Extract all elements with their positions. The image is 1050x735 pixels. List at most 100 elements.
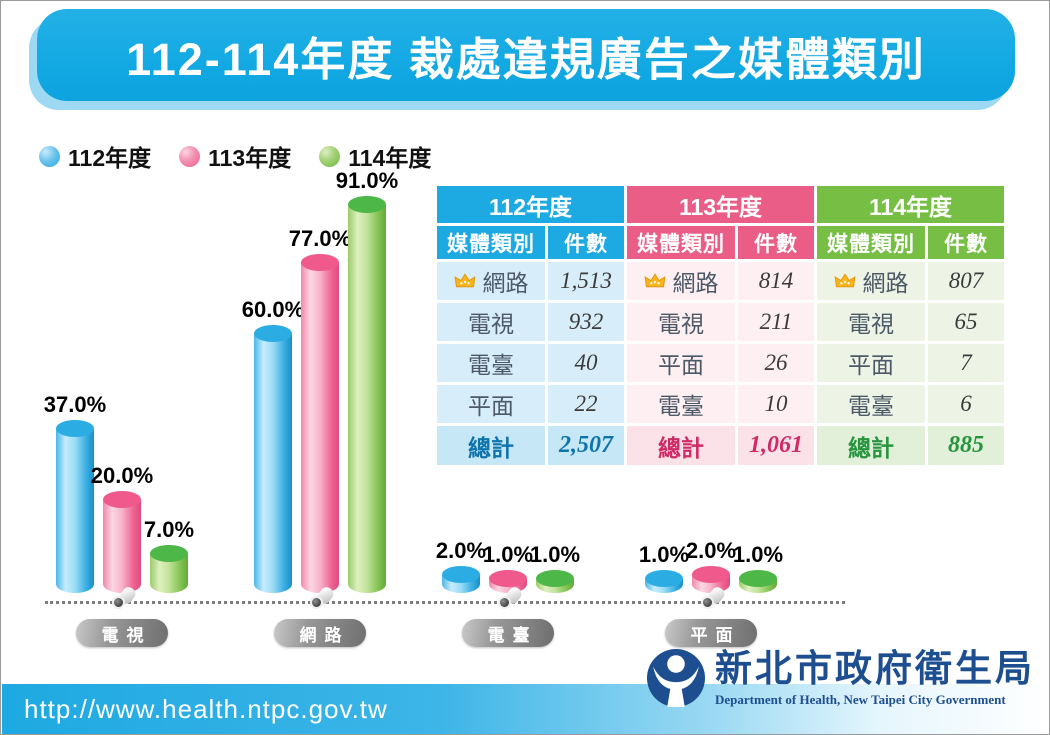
bar-電臺-114年度 [536,570,574,593]
pushpin-icon [701,584,727,613]
legend-dot-icon [39,145,60,167]
table-count-cell: 22 [548,385,624,423]
table-col-header: 件數 [738,226,814,259]
table-count-cell: 814 [738,262,814,300]
bar-value-label: 37.0% [43,392,107,417]
bar-cap [348,196,386,213]
media-label: 網路 [862,270,909,296]
media-label: 平面 [658,352,704,378]
bar-cap [301,254,339,271]
table-media-cell: 電視 [437,303,545,341]
table-total-value: 885 [928,426,1004,465]
media-label: 電視 [658,311,704,337]
table-count-cell: 40 [548,344,624,382]
table-count-cell: 1,513 [548,262,624,300]
bar-value-label: 91.0% [335,168,399,193]
table-col-header: 件數 [928,226,1004,259]
table-year-header-114年度: 114年度 [817,186,1004,223]
table-count-cell: 26 [738,344,814,382]
bar-cap [739,570,777,587]
chart-legend: 112年度 113年度 114年度 [39,139,431,173]
pushpin-icon [498,584,524,613]
table-media-cell: 電視 [627,303,735,341]
bar-cap [442,566,480,583]
legend-dot-icon [179,145,201,167]
table-col-header: 媒體類別 [627,226,735,259]
pushpin-icon [112,584,138,613]
org-name: 新北市政府衛生局 [715,648,1035,689]
media-label: 平面 [848,352,894,378]
category-label-平面: 平面 [665,619,757,647]
bar-電臺-112年度 [442,566,480,593]
bar-網路-113年度 [301,254,339,593]
legend-dot-icon [319,145,341,167]
legend-label: 113年度 [208,145,292,171]
table-media-cell: 網路 [817,262,925,300]
media-label: 電視 [848,311,894,337]
bar-value-label: 1.0% [529,542,581,567]
bar-value-label: 1.0% [732,542,784,567]
table-year-header-113年度: 113年度 [627,186,814,223]
category-label-電臺: 電臺 [462,619,554,647]
table-total-value: 1,061 [738,426,814,465]
category-label-電視: 電視 [76,619,168,647]
crown-icon [454,273,475,288]
table-count-cell: 211 [738,303,814,341]
bar-value-label: 60.0% [241,297,305,322]
bar-cap [692,566,730,583]
pushpin-dot [701,596,714,609]
bar-cap [56,420,94,437]
bar-value-label: 2.0% [435,538,487,563]
bar-電視-112年度 [56,420,94,593]
table-count-cell: 7 [928,344,1004,382]
media-label: 電臺 [468,352,514,378]
media-label: 平面 [468,393,514,419]
pushpin-dot [310,596,323,609]
x-axis-baseline [45,601,845,604]
table-col-header: 媒體類別 [437,226,545,259]
bar-value-label: 1.0% [638,542,690,567]
bar-網路-114年度 [348,196,386,593]
crown-icon [644,273,665,288]
bar-cap [536,570,574,587]
table-col-header: 媒體類別 [817,226,925,259]
pushpin-dot [112,596,125,609]
legend-label: 114年度 [348,145,432,171]
table-total-label: 總計 [817,426,925,465]
legend-label: 112年度 [68,145,152,171]
table-count-cell: 10 [738,385,814,423]
table-year-header-112年度: 112年度 [437,186,624,223]
doh-person-icon [647,649,705,707]
table-count-cell: 65 [928,303,1004,341]
bar-value-label: 2.0% [685,538,737,563]
footer-url: http://www.health.ntpc.gov.tw [24,693,388,724]
table-col-header: 件數 [548,226,624,259]
legend-item: 113年度 [179,139,291,173]
bar-cap [645,570,683,587]
bar-value-label: 1.0% [482,542,534,567]
table-media-cell: 平面 [627,344,735,382]
media-label: 網路 [482,270,529,296]
table-media-cell: 電臺 [627,385,735,423]
table-media-cell: 網路 [437,262,545,300]
bar-平面-112年度 [645,570,683,593]
table-media-cell: 網路 [627,262,735,300]
crown-icon [834,273,855,288]
bar-平面-113年度 [692,566,730,593]
legend-item: 114年度 [319,139,431,173]
bar-平面-114年度 [739,570,777,593]
bar-cap [254,325,292,342]
bar-cap [150,545,188,562]
table-total-value: 2,507 [548,426,624,465]
page-title: 112-114年度 裁處違規廣告之媒體類別 [126,33,926,85]
media-label: 電視 [468,311,514,337]
bar-value-label: 77.0% [288,226,352,251]
table-media-cell: 平面 [817,344,925,382]
pushpin-icon [310,584,336,613]
bar-電視-113年度 [103,491,141,593]
bar-網路-112年度 [254,325,292,593]
bar-value-label: 20.0% [90,463,154,488]
org-logo: 新北市政府衛生局 Department of Health, New Taipe… [647,648,1035,708]
media-label: 網路 [672,270,719,296]
summary-table: 112年度 113年度 114年度 媒體類別 件數 媒體類別 件數 媒體類別 件數 網路 1,513… [437,186,1004,465]
